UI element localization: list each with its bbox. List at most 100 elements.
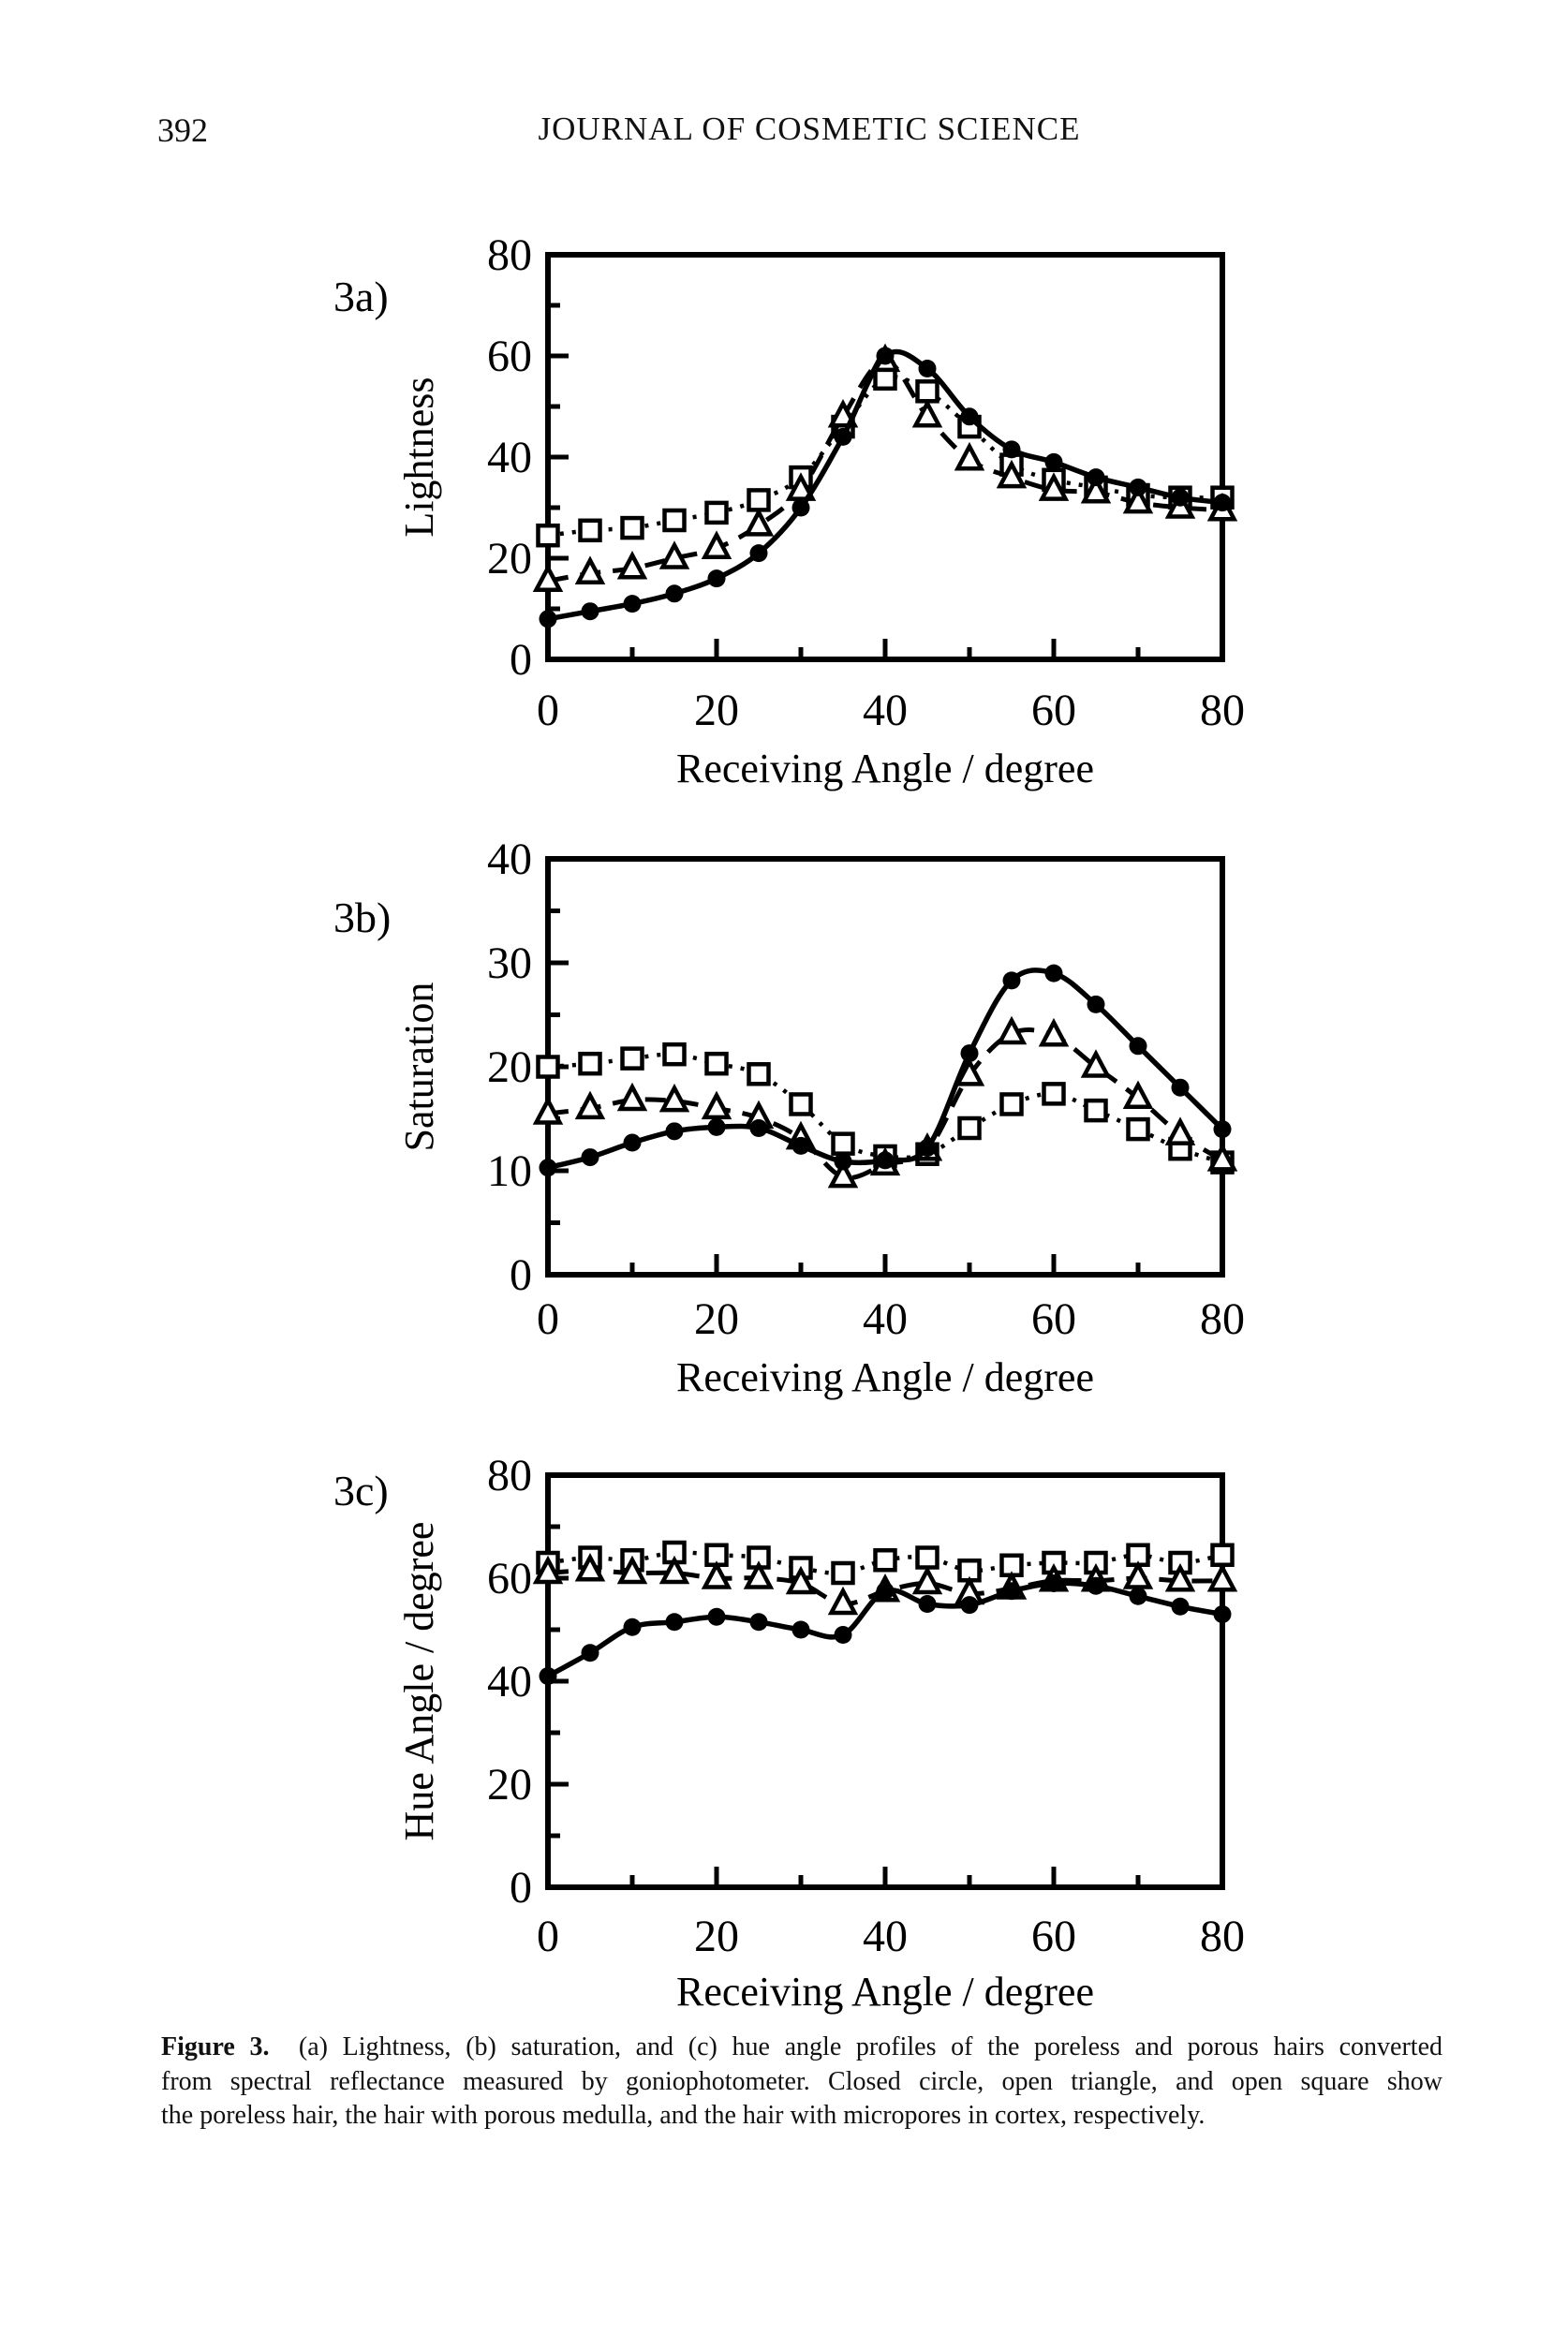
chart-3b-series-hair-with-micropores-in-cortex-marker-open-square: [1042, 1082, 1066, 1106]
chart-3a-y-tick-label-40: 40: [487, 433, 532, 482]
chart-3a-panel-label: 3a): [333, 273, 389, 320]
chart-3b-series-hair-with-porous-medulla-marker-open-triangle: [996, 1015, 1028, 1045]
chart-3c-series-poreless-hair-marker-closed-circle: [623, 1618, 642, 1636]
chart-3c-series-poreless-hair-marker-closed-circle: [918, 1595, 937, 1613]
chart-3a-x-axis-title: Receiving Angle / degree: [676, 746, 1094, 791]
chart-3b-series-hair-with-porous-medulla-marker-open-triangle: [1122, 1080, 1154, 1110]
chart-3c: 0 20 40 60 80 0 20 40 60 80 3c) Receiving Angle / d…: [333, 1451, 1245, 2015]
chart-3a-series-hair-with-porous-medulla-marker-open-triangle: [954, 441, 985, 471]
chart-3c-series-hair-with-micropores-in-cortex-marker-open-square: [831, 1560, 855, 1586]
chart-3b-series-poreless-hair-marker-closed-circle: [707, 1117, 726, 1136]
chart-3b-series-hair-with-micropores-in-cortex-marker-open-square: [831, 1131, 855, 1156]
chart-3a-series-hair-with-micropores-in-cortex: [536, 366, 1235, 548]
chart-3c-y-tick-label-40: 40: [487, 1657, 532, 1706]
chart-3c-x-tick-label-80: 80: [1200, 1912, 1245, 1961]
chart-3c-series-poreless-hair-marker-closed-circle: [749, 1613, 768, 1632]
chart-3c-x-tick-label-40: 40: [863, 1912, 908, 1961]
chart-3c-series-poreless-hair-marker-closed-circle: [1171, 1597, 1190, 1616]
caption-line-3: the poreless hair, the hair with porous …: [161, 2099, 1442, 2134]
chart-3a-y-tick-label-20: 20: [487, 534, 532, 584]
chart-3b-series-hair-with-porous-medulla-marker-open-triangle: [954, 1057, 985, 1086]
chart-3b-series-poreless-hair-marker-closed-circle: [1002, 971, 1021, 990]
chart-3b-x-tick-label-80: 80: [1200, 1294, 1245, 1344]
chart-3c-series-poreless-hair-marker-closed-circle: [1087, 1576, 1105, 1595]
chart-3b-series-hair-with-porous-medulla-marker-open-triangle: [1164, 1116, 1196, 1145]
chart-3b-x-axis-title: Receiving Angle / degree: [676, 1354, 1094, 1400]
chart-3b-series-hair-with-porous-medulla-marker-open-triangle: [701, 1090, 732, 1120]
chart-3a-series-poreless-hair-marker-closed-circle: [1171, 488, 1190, 507]
chart-3b-series-poreless-hair-marker-closed-circle: [960, 1044, 979, 1063]
chart-3c-series-poreless-hair-marker-closed-circle: [791, 1620, 810, 1639]
chart-3a-series-poreless-hair-marker-closed-circle: [665, 584, 684, 603]
chart-3c-series-poreless-hair: [539, 1574, 1232, 1685]
chart-3a-series-hair-with-micropores-in-cortex-marker-open-square: [915, 379, 939, 404]
chart-3b-series-poreless-hair-marker-closed-circle: [791, 1136, 810, 1155]
chart-3a-x-tick-label-60: 60: [1031, 686, 1076, 735]
chart-3a-series-hair-with-porous-medulla-marker-open-triangle: [1122, 484, 1154, 514]
chart-3c-series-poreless-hair-marker-closed-circle: [834, 1626, 852, 1644]
chart-3c-series-hair-with-porous-medulla-marker-open-triangle: [1206, 1562, 1238, 1592]
chart-3b-series-hair-with-porous-medulla-marker-open-triangle: [574, 1090, 606, 1120]
chart-3b-series-poreless-hair-marker-closed-circle: [1213, 1120, 1232, 1139]
chart-3b-series-hair-with-porous-medulla-marker-open-triangle: [1206, 1143, 1238, 1172]
chart-3b-x-tick-label-40: 40: [863, 1294, 908, 1344]
page-number: 392: [157, 111, 208, 149]
chart-3a-series-hair-with-porous-medulla-marker-open-triangle: [996, 459, 1028, 489]
chart-3a-x-tick-label-0: 0: [537, 686, 559, 735]
chart-3c-series-hair-with-porous-medulla-marker-open-triangle: [616, 1555, 648, 1585]
chart-3b-series-hair-with-porous-medulla-marker-open-triangle: [827, 1159, 859, 1189]
chart-3c-series-hair-with-porous-medulla-marker-open-triangle: [532, 1555, 564, 1585]
chart-3b-series-hair-with-micropores-in-cortex-marker-open-square: [1126, 1116, 1150, 1142]
chart-3c-series-hair-with-porous-medulla-marker-open-triangle: [658, 1555, 690, 1585]
chart-3a: 0 20 40 60 80 0 20 40 60 80 3a) Receiving Angle / d…: [333, 230, 1245, 791]
chart-3b-series-hair-with-micropores-in-cortex-marker-open-square: [747, 1062, 771, 1086]
chart-3c-y-axis-title: Hue Angle / degree: [396, 1522, 442, 1841]
chart-3b-series-hair-with-micropores-in-cortex-marker-open-square: [578, 1051, 602, 1076]
chart-3a-series-hair-with-porous-medulla-marker-open-triangle: [1080, 475, 1112, 504]
chart-3a-series-poreless-hair: [539, 347, 1232, 628]
chart-3a-y-tick-label-0: 0: [510, 635, 532, 685]
chart-3c-x-tick-label-60: 60: [1031, 1912, 1076, 1961]
chart-3a-x-tick-label-20: 20: [694, 686, 739, 735]
chart-3a-y-tick-label-60: 60: [487, 332, 532, 381]
chart-3a-series-poreless-hair-marker-closed-circle: [539, 610, 557, 628]
chart-3c-series-hair-with-micropores-in-cortex-marker-open-square: [873, 1548, 897, 1573]
caption-line-2: from spectral reflectance measured by go…: [161, 2065, 1442, 2100]
chart-3c-series-hair-with-micropores-in-cortex-marker-open-square: [1210, 1543, 1235, 1567]
caption-line-3-text: the poreless hair, the hair with porous …: [161, 2101, 1206, 2130]
chart-3b-series-poreless-hair-marker-closed-circle: [1129, 1037, 1147, 1056]
chart-3a-series-poreless-hair-marker-closed-circle: [1044, 452, 1063, 471]
chart-3a-series-hair-with-porous-medulla-marker-open-triangle: [911, 399, 943, 428]
chart-3c-y-tick-label-20: 20: [487, 1760, 532, 1810]
chart-3b-series-poreless-hair-marker-closed-circle: [1044, 964, 1063, 982]
chart-3b-series-poreless-hair-marker-closed-circle: [749, 1118, 768, 1137]
chart-3b-series-poreless-hair-marker-closed-circle: [581, 1148, 599, 1167]
chart-3b-series-poreless-hair-marker-closed-circle: [623, 1133, 642, 1152]
chart-3b-series-hair-with-porous-medulla-marker-open-triangle: [658, 1083, 690, 1113]
chart-3b-y-tick-label-0: 0: [510, 1250, 532, 1300]
chart-3c-y-tick-label-60: 60: [487, 1554, 532, 1603]
chart-3c-series-poreless-hair-marker-closed-circle: [707, 1607, 726, 1626]
chart-3b-series-hair-with-porous-medulla-marker-open-triangle: [1038, 1017, 1070, 1047]
figure-caption: Figure 3. (a) Lightness, (b) saturation,…: [161, 2031, 1442, 2134]
chart-3b-y-tick-label-30: 30: [487, 938, 532, 988]
chart-3b-y-tick-label-10: 10: [487, 1146, 532, 1196]
chart-3a-series-poreless-hair-marker-closed-circle: [707, 569, 726, 588]
chart-3b-x-tick-label-20: 20: [694, 1294, 739, 1344]
chart-3a-series-poreless-hair-marker-closed-circle: [1087, 468, 1105, 487]
caption-line-2-text: from spectral reflectance measured by go…: [161, 2066, 1442, 2096]
chart-3c-series-poreless-hair-marker-closed-circle: [1044, 1574, 1063, 1592]
chart-3b-panel-label: 3b): [333, 894, 391, 941]
chart-3a-series-hair-with-porous-medulla-marker-open-triangle: [574, 555, 606, 584]
chart-3a-series-poreless-hair-marker-closed-circle: [1002, 440, 1021, 459]
chart-3b-plot-border: [545, 856, 1225, 1278]
chart-3b-series-hair-with-porous-medulla-marker-open-triangle: [616, 1082, 648, 1112]
caption-line-1-text: (a) Lightness, (b) saturation, and (c) h…: [298, 2032, 1443, 2061]
chart-3c-series-hair-with-porous-medulla-marker-open-triangle: [785, 1565, 817, 1595]
chart-3b-y-tick-label-40: 40: [487, 835, 532, 884]
chart-3b-series-hair-with-porous-medulla: [532, 1015, 1238, 1189]
chart-3b-series-poreless-hair-marker-closed-circle: [918, 1139, 937, 1158]
chart-3a-series-poreless-hair-marker-closed-circle: [918, 360, 937, 377]
